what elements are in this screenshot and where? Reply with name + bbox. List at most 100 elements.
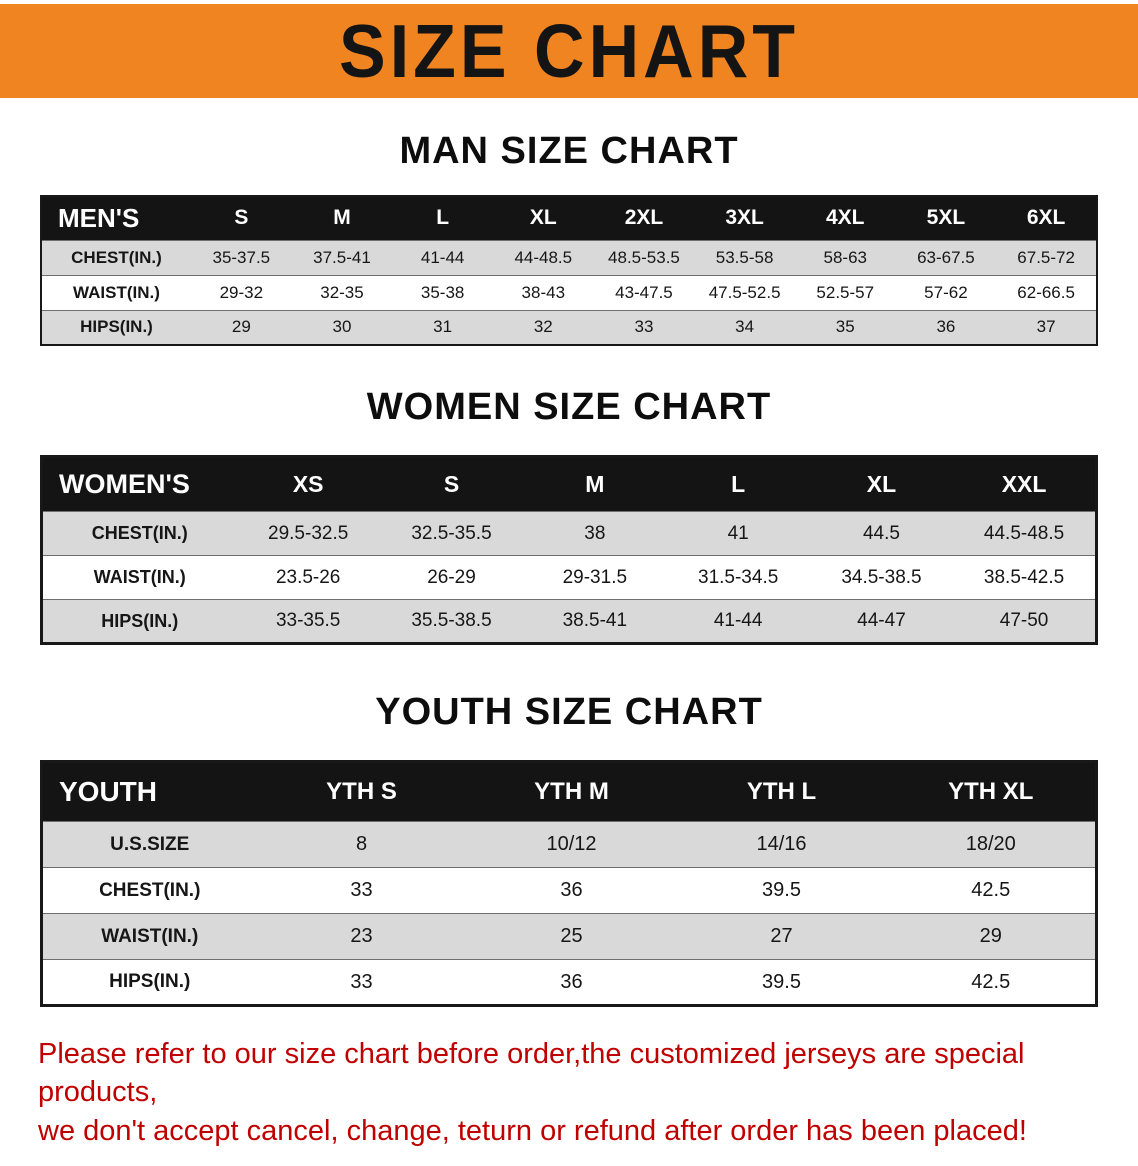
size-value-cell: 47.5-52.5	[708, 282, 781, 302]
size-column-header: S	[379, 456, 524, 512]
size-value-cell: 35-37.5	[212, 247, 271, 267]
women-section-heading: WOMEN SIZE CHART	[366, 386, 772, 428]
size-value-cell: 44-47	[857, 610, 906, 631]
size-value-cell: 58-63	[823, 247, 867, 267]
size-value-cell: 67.5-72	[1017, 247, 1075, 267]
size-value-cell: 62-66.5	[1017, 282, 1075, 302]
table-header-row: YOUTH YTH S YTH M YTH L YTH XL	[41, 761, 1097, 822]
size-value-cell: 8	[355, 833, 368, 855]
size-value-cell: 47-50	[999, 610, 1049, 631]
size-value-cell: 26-29	[427, 566, 476, 588]
size-value-cell: 37.5-41	[313, 247, 371, 267]
size-value-cell: 41-44	[713, 610, 763, 631]
disclaimer: Please refer to our size chart before or…	[38, 1035, 1100, 1150]
size-column-header: L	[666, 456, 810, 512]
size-value-cell: 36	[560, 970, 583, 993]
row-label: HIPS(IN.)	[80, 317, 153, 337]
size-value-cell: 10/12	[546, 833, 597, 855]
women-size-section: WOMEN SIZE CHART WOMEN'S XS S M L XL XXL CHEST(…	[0, 386, 1138, 645]
table-row: U.S.SIZE 8 10/12 14/16 18/20	[41, 821, 1097, 868]
size-value-cell: 36	[560, 879, 583, 901]
size-value-cell: 29.5-32.5	[268, 522, 349, 544]
row-label: HIPS(IN.)	[109, 971, 191, 992]
row-label: CHEST(IN.)	[99, 879, 201, 901]
size-value-cell: 30	[332, 317, 352, 337]
size-value-cell: 39.5	[762, 970, 801, 993]
table-header-row: WOMEN'S XS S M L XL XXL	[41, 456, 1097, 512]
men-size-section: MAN SIZE CHART MEN'S S M L XL 2XL 3XL 4XL 5XL 6XL…	[0, 130, 1138, 346]
table-row: WAIST(IN.) 23.5-26 26-29 29-31.5 31.5-34.5 34…	[41, 555, 1097, 600]
youth-section-heading: YOUTH SIZE CHART	[375, 691, 763, 733]
youth-size-table: YOUTH YTH S YTH M YTH L YTH XL U.S.SIZE 8 10/12…	[40, 760, 1098, 1007]
disclaimer-line-2: we don't accept cancel, change, teturn o…	[38, 1114, 1027, 1147]
size-value-cell: 42.5	[971, 879, 1011, 901]
row-label: WAIST(IN.)	[73, 282, 160, 302]
size-value-cell: 41-44	[420, 247, 465, 267]
size-value-cell: 36	[936, 317, 956, 337]
size-value-cell: 35	[835, 317, 855, 337]
table-row: WAIST(IN.) 29-32 32-35 35-38 38-43 43-47.5 47.…	[41, 275, 1097, 310]
size-column-header: 4XL	[794, 196, 896, 240]
size-value-cell: 34	[735, 317, 755, 337]
size-value-cell: 38.5-42.5	[983, 566, 1065, 588]
size-value-cell: 57-62	[924, 282, 968, 302]
size-value-cell: 33	[350, 970, 373, 993]
size-value-cell: 48.5-53.5	[608, 247, 680, 267]
size-value-cell: 43-47.5	[615, 282, 673, 302]
size-value-cell: 33-35.5	[275, 610, 341, 631]
size-value-cell: 23	[350, 925, 373, 947]
size-value-cell: 32.5-35.5	[411, 522, 492, 544]
size-value-cell: 63-67.5	[917, 247, 975, 267]
table-corner-label: YOUTH	[41, 761, 257, 822]
table-row: CHEST(IN.) 29.5-32.5 32.5-35.5 38 41 44.5 44.5…	[41, 511, 1097, 556]
size-column-header: YTH L	[676, 761, 887, 822]
size-value-cell: 41	[727, 522, 749, 544]
table-header-row: MEN'S S M L XL 2XL 3XL 4XL 5XL 6XL	[41, 196, 1097, 240]
table-row: WAIST(IN.) 23 25 27 29	[41, 913, 1097, 960]
size-value-cell: 33	[350, 879, 373, 901]
size-value-cell: 35.5-38.5	[411, 610, 492, 631]
size-column-header: M	[523, 456, 667, 512]
banner: SIZE CHART	[0, 4, 1138, 98]
table-row: HIPS(IN.) 33 36 39.5 42.5	[41, 959, 1097, 1006]
size-column-header: 6XL	[996, 196, 1097, 240]
size-value-cell: 29-31.5	[562, 566, 628, 588]
size-value-cell: 25	[560, 925, 583, 947]
size-value-cell: 44-48.5	[514, 247, 573, 267]
row-label: U.S.SIZE	[110, 833, 190, 855]
men-section-heading: MAN SIZE CHART	[399, 130, 739, 172]
size-value-cell: 38	[584, 522, 606, 544]
page-title: SIZE CHART	[339, 8, 799, 94]
size-value-cell: 32-35	[320, 282, 364, 302]
table-corner-label: WOMEN'S	[41, 456, 237, 512]
men-size-table: MEN'S S M L XL 2XL 3XL 4XL 5XL 6XL CHEST(IN.) 35-37…	[40, 195, 1098, 346]
disclaimer-line-1: Please refer to our size chart before or…	[38, 1038, 1025, 1109]
row-label: HIPS(IN.)	[101, 610, 179, 631]
size-value-cell: 37	[1036, 317, 1056, 337]
size-value-cell: 27	[770, 925, 793, 947]
size-value-cell: 33	[634, 317, 654, 337]
table-row: HIPS(IN.) 29 30 31 32 33 34 35 36 37	[41, 310, 1097, 345]
size-value-cell: 39.5	[762, 879, 801, 901]
size-column-header: XL	[492, 196, 594, 240]
row-label: WAIST(IN.)	[93, 567, 186, 587]
size-value-cell: 44.5-48.5	[983, 522, 1065, 544]
size-value-cell: 31	[433, 317, 453, 337]
size-value-cell: 44.5	[862, 522, 900, 544]
size-value-cell: 32	[533, 317, 553, 337]
size-value-cell: 38-43	[521, 282, 566, 302]
table-row: CHEST(IN.) 35-37.5 37.5-41 41-44 44-48.5 48.5…	[41, 240, 1097, 275]
size-column-header: XS	[236, 456, 380, 512]
size-value-cell: 14/16	[756, 833, 807, 855]
size-column-header: L	[392, 196, 493, 240]
size-value-cell: 53.5-58	[715, 247, 774, 267]
size-value-cell: 23.5-26	[275, 566, 341, 588]
row-label: CHEST(IN.)	[71, 247, 162, 267]
size-column-header: XXL	[953, 456, 1097, 512]
size-value-cell: 42.5	[971, 970, 1011, 993]
size-column-header: M	[291, 196, 393, 240]
size-column-header: XL	[809, 456, 954, 512]
women-size-table: WOMEN'S XS S M L XL XXL CHEST(IN.) 29.5-32.5 32.5…	[40, 455, 1098, 645]
size-value-cell: 38.5-41	[562, 610, 628, 631]
size-value-cell: 31.5-34.5	[698, 566, 779, 588]
